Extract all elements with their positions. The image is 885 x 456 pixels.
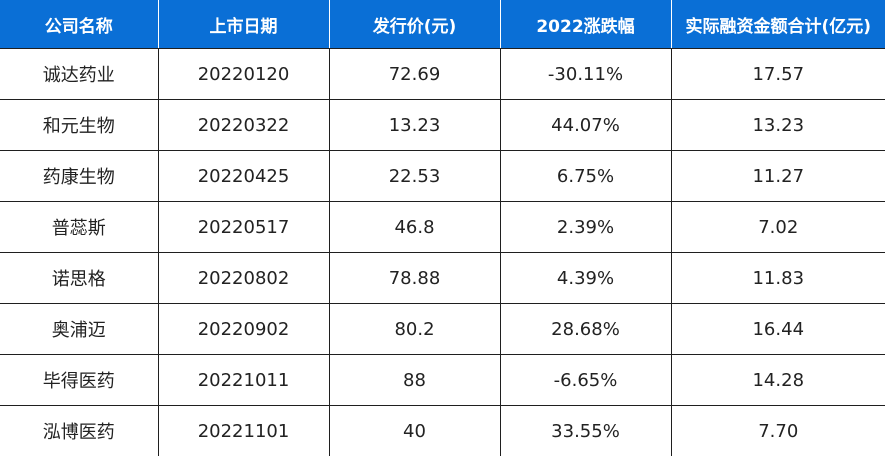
cell-2022-change: 2.39% xyxy=(500,202,671,253)
table-row: 泓博医药 20221101 40 33.55% 7.70 xyxy=(0,406,885,456)
cell-listing-date: 20221101 xyxy=(158,406,329,456)
cell-2022-change: -6.65% xyxy=(500,355,671,406)
cell-company-name: 毕得医药 xyxy=(0,355,158,406)
cell-issue-price: 80.2 xyxy=(329,304,500,355)
cell-listing-date: 20220425 xyxy=(158,151,329,202)
cell-total-financing: 11.83 xyxy=(671,253,885,304)
cell-2022-change: 33.55% xyxy=(500,406,671,456)
cell-company-name: 诚达药业 xyxy=(0,49,158,100)
cell-2022-change: 4.39% xyxy=(500,253,671,304)
cell-2022-change: 28.68% xyxy=(500,304,671,355)
cell-2022-change: 44.07% xyxy=(500,100,671,151)
cell-company-name: 和元生物 xyxy=(0,100,158,151)
cell-issue-price: 88 xyxy=(329,355,500,406)
cell-company-name: 诺思格 xyxy=(0,253,158,304)
cell-total-financing: 16.44 xyxy=(671,304,885,355)
cell-total-financing: 17.57 xyxy=(671,49,885,100)
table-body: 诚达药业 20220120 72.69 -30.11% 17.57 和元生物 2… xyxy=(0,49,885,456)
header-total-financing: 实际融资金额合计(亿元) xyxy=(671,0,885,49)
table-row: 和元生物 20220322 13.23 44.07% 13.23 xyxy=(0,100,885,151)
table-row: 毕得医药 20221011 88 -6.65% 14.28 xyxy=(0,355,885,406)
header-2022-change: 2022涨跌幅 xyxy=(500,0,671,49)
cell-issue-price: 72.69 xyxy=(329,49,500,100)
cell-issue-price: 13.23 xyxy=(329,100,500,151)
cell-total-financing: 11.27 xyxy=(671,151,885,202)
cell-listing-date: 20220322 xyxy=(158,100,329,151)
cell-company-name: 普蕊斯 xyxy=(0,202,158,253)
cell-company-name: 泓博医药 xyxy=(0,406,158,456)
cell-total-financing: 7.70 xyxy=(671,406,885,456)
cell-issue-price: 78.88 xyxy=(329,253,500,304)
cell-listing-date: 20220902 xyxy=(158,304,329,355)
table-row: 奥浦迈 20220902 80.2 28.68% 16.44 xyxy=(0,304,885,355)
cell-total-financing: 7.02 xyxy=(671,202,885,253)
cell-listing-date: 20220802 xyxy=(158,253,329,304)
cell-listing-date: 20221011 xyxy=(158,355,329,406)
header-issue-price: 发行价(元) xyxy=(329,0,500,49)
table-row: 诺思格 20220802 78.88 4.39% 11.83 xyxy=(0,253,885,304)
header-row: 公司名称 上市日期 发行价(元) 2022涨跌幅 实际融资金额合计(亿元) xyxy=(0,0,885,49)
cell-listing-date: 20220517 xyxy=(158,202,329,253)
table-row: 诚达药业 20220120 72.69 -30.11% 17.57 xyxy=(0,49,885,100)
cell-listing-date: 20220120 xyxy=(158,49,329,100)
cell-company-name: 药康生物 xyxy=(0,151,158,202)
header-company-name: 公司名称 xyxy=(0,0,158,49)
header-listing-date: 上市日期 xyxy=(158,0,329,49)
cell-issue-price: 22.53 xyxy=(329,151,500,202)
table-row: 普蕊斯 20220517 46.8 2.39% 7.02 xyxy=(0,202,885,253)
cell-total-financing: 13.23 xyxy=(671,100,885,151)
cell-issue-price: 40 xyxy=(329,406,500,456)
cell-2022-change: 6.75% xyxy=(500,151,671,202)
table-header: 公司名称 上市日期 发行价(元) 2022涨跌幅 实际融资金额合计(亿元) xyxy=(0,0,885,49)
table-row: 药康生物 20220425 22.53 6.75% 11.27 xyxy=(0,151,885,202)
cell-total-financing: 14.28 xyxy=(671,355,885,406)
cell-issue-price: 46.8 xyxy=(329,202,500,253)
cell-company-name: 奥浦迈 xyxy=(0,304,158,355)
cell-2022-change: -30.11% xyxy=(500,49,671,100)
